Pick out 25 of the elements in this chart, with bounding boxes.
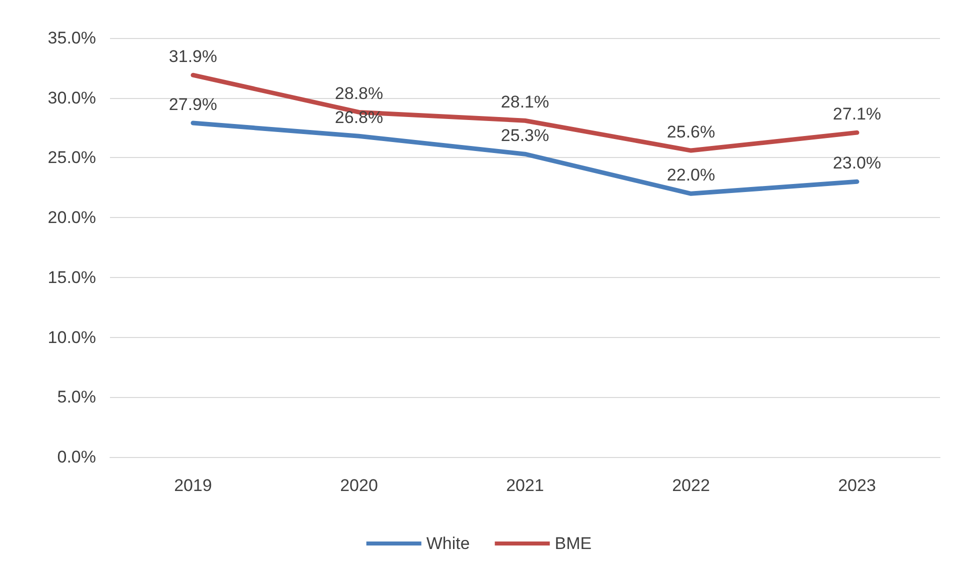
legend-label: White <box>426 534 470 553</box>
y-tick-label: 5.0% <box>57 388 96 407</box>
legend-label: BME <box>554 534 592 553</box>
x-tick-label: 2020 <box>340 476 378 495</box>
y-tick-label: 0.0% <box>57 448 96 466</box>
x-tick-label: 2021 <box>506 476 544 495</box>
data-label: 23.0% <box>832 154 882 173</box>
data-label: 28.1% <box>500 92 550 112</box>
y-tick-label: 35.0% <box>48 28 96 48</box>
y-tick-label: 15.0% <box>48 268 96 287</box>
x-tick-label: 2023 <box>838 476 876 495</box>
data-label: 28.8% <box>334 84 384 104</box>
y-tick-label: 20.0% <box>48 208 96 228</box>
y-tick-label: 30.0% <box>48 88 96 108</box>
data-label: 27.9% <box>168 94 218 114</box>
data-label: 31.9% <box>168 47 218 66</box>
x-tick-label: 2022 <box>672 476 710 495</box>
y-tick-label: 10.0% <box>48 328 96 347</box>
y-tick-label: 25.0% <box>48 148 96 168</box>
x-tick-label: 2019 <box>174 476 212 495</box>
data-label: 27.1% <box>832 104 882 124</box>
data-label: 26.8% <box>334 108 384 128</box>
data-label: 22.0% <box>666 166 716 185</box>
data-label: 25.6% <box>666 122 716 142</box>
data-label: 25.3% <box>500 126 550 146</box>
